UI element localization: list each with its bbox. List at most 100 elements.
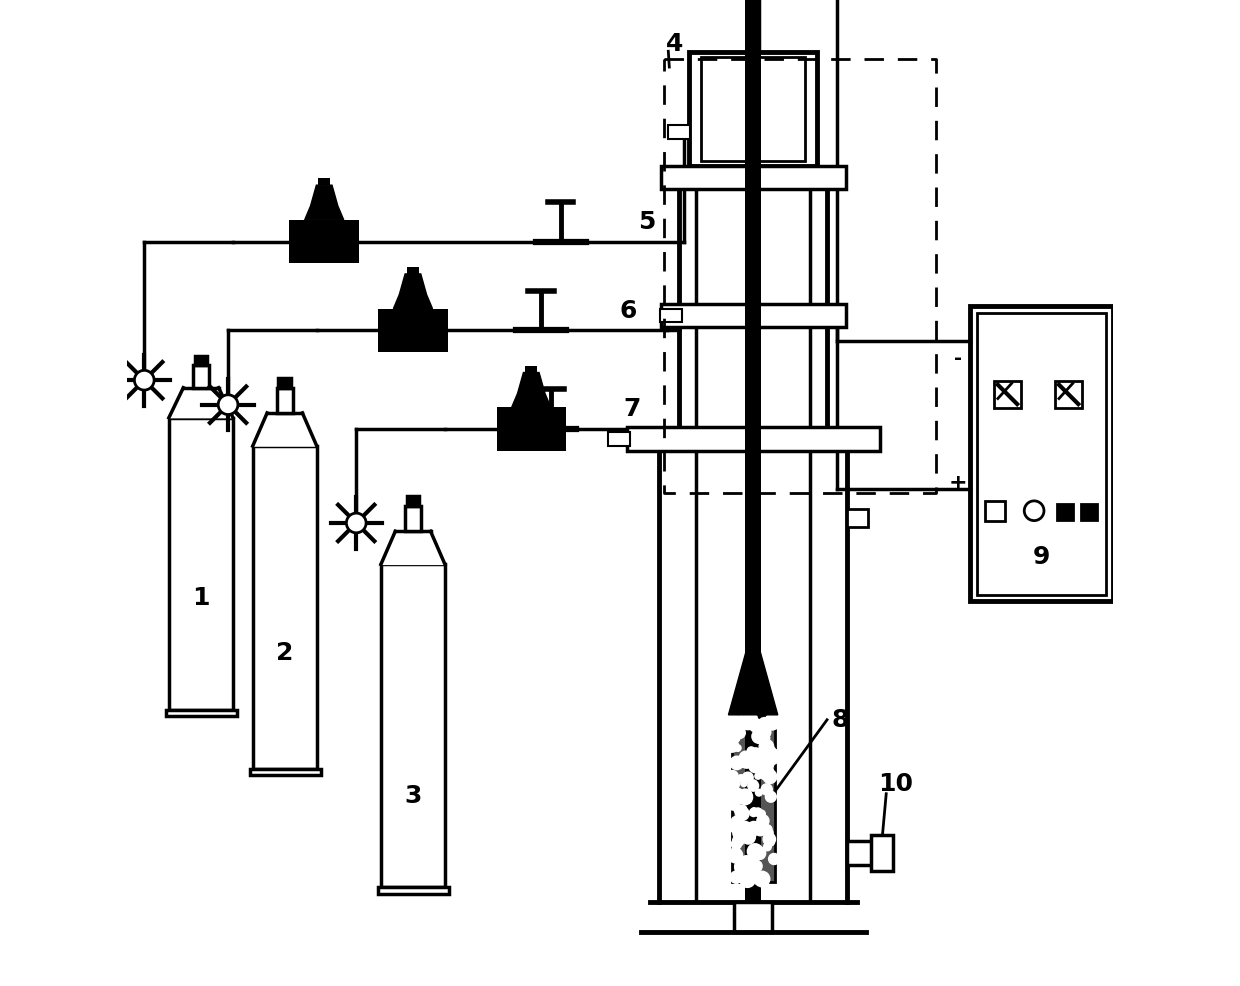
Circle shape (759, 740, 774, 754)
Circle shape (738, 790, 753, 805)
Text: 3: 3 (404, 784, 422, 809)
Circle shape (738, 795, 746, 804)
Bar (970, 306, 1114, 601)
Circle shape (749, 713, 756, 722)
Circle shape (739, 751, 751, 763)
Circle shape (750, 860, 763, 873)
Circle shape (732, 839, 742, 849)
Circle shape (765, 768, 773, 776)
Circle shape (735, 807, 749, 820)
Bar (745, 0, 761, 902)
Text: 1: 1 (192, 586, 210, 609)
Circle shape (765, 714, 779, 728)
Circle shape (758, 817, 766, 826)
Bar (1081, 504, 1097, 520)
Bar (279, 378, 291, 388)
Bar (378, 887, 449, 893)
Circle shape (764, 825, 771, 832)
Bar (872, 835, 893, 871)
Circle shape (751, 719, 763, 731)
Polygon shape (393, 274, 433, 309)
Circle shape (749, 809, 758, 816)
Circle shape (768, 839, 774, 846)
Polygon shape (169, 387, 233, 418)
Circle shape (755, 823, 761, 830)
Bar (661, 309, 682, 322)
Circle shape (758, 718, 773, 733)
Circle shape (751, 753, 766, 768)
Polygon shape (381, 531, 445, 564)
Bar (701, 57, 805, 161)
Circle shape (734, 728, 745, 739)
Circle shape (743, 713, 758, 728)
Text: 7: 7 (624, 397, 641, 421)
Circle shape (750, 780, 756, 787)
Circle shape (737, 865, 746, 874)
Circle shape (764, 745, 776, 758)
Circle shape (763, 833, 775, 845)
Bar (977, 313, 1106, 595)
Circle shape (761, 728, 771, 737)
Bar (381, 564, 445, 887)
Circle shape (756, 750, 765, 759)
Circle shape (729, 740, 738, 749)
Circle shape (748, 747, 755, 755)
Circle shape (750, 747, 761, 758)
Circle shape (751, 730, 766, 743)
Text: 4: 4 (666, 33, 683, 56)
Text: 8: 8 (832, 708, 849, 732)
Circle shape (742, 830, 753, 841)
Bar (993, 381, 1022, 408)
Bar (253, 446, 316, 769)
Circle shape (738, 775, 744, 782)
Bar (496, 407, 565, 451)
Circle shape (754, 725, 760, 732)
Circle shape (770, 749, 777, 757)
Circle shape (730, 788, 744, 802)
Circle shape (732, 720, 745, 734)
Text: 5: 5 (637, 210, 655, 234)
Bar (748, 0, 759, 52)
Bar (732, 715, 775, 882)
Bar (526, 366, 537, 373)
Text: 10: 10 (879, 772, 914, 796)
Bar (195, 356, 207, 365)
Circle shape (740, 780, 746, 787)
Circle shape (1024, 501, 1044, 521)
Circle shape (728, 848, 743, 863)
Circle shape (763, 770, 776, 784)
Bar (608, 432, 630, 446)
Circle shape (732, 772, 738, 778)
Circle shape (738, 715, 746, 725)
Bar (405, 507, 420, 531)
Polygon shape (728, 626, 777, 715)
Bar (626, 427, 879, 451)
Circle shape (730, 795, 742, 806)
Circle shape (759, 767, 773, 780)
Circle shape (734, 744, 742, 751)
Text: 6: 6 (619, 299, 636, 322)
Bar (668, 125, 689, 139)
Circle shape (753, 847, 766, 860)
Circle shape (730, 756, 744, 770)
Circle shape (755, 824, 765, 836)
Text: +: + (949, 473, 967, 493)
Circle shape (746, 821, 760, 835)
Circle shape (769, 854, 780, 865)
Circle shape (765, 715, 780, 730)
Bar (1056, 504, 1073, 520)
Circle shape (744, 827, 756, 840)
Circle shape (765, 772, 775, 781)
Circle shape (754, 878, 761, 884)
Circle shape (748, 780, 759, 791)
Circle shape (735, 757, 744, 766)
Circle shape (725, 714, 740, 729)
Circle shape (739, 821, 751, 834)
Circle shape (760, 750, 766, 756)
Circle shape (727, 777, 740, 790)
Circle shape (754, 853, 761, 860)
Circle shape (739, 753, 754, 768)
Bar (407, 267, 419, 274)
Circle shape (346, 513, 366, 532)
Circle shape (744, 752, 750, 758)
